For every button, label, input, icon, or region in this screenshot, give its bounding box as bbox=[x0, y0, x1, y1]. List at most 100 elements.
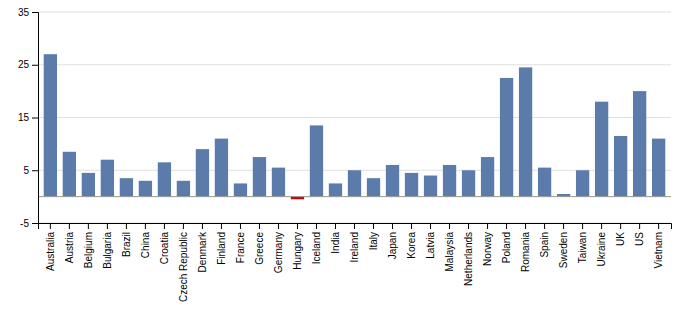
tick: Czech Republic bbox=[178, 223, 189, 302]
bar bbox=[196, 149, 209, 196]
bar bbox=[253, 157, 266, 197]
tick-mark bbox=[32, 170, 38, 171]
tick-mark bbox=[544, 223, 545, 229]
bar bbox=[443, 165, 456, 197]
tick: Malaysia bbox=[444, 223, 455, 271]
bar bbox=[652, 139, 665, 197]
tick: Ireland bbox=[349, 223, 360, 263]
tick-mark bbox=[32, 223, 38, 224]
bar bbox=[633, 91, 646, 197]
tick-mark bbox=[582, 223, 583, 229]
tick-mark bbox=[392, 223, 393, 229]
tick: Australia bbox=[45, 223, 56, 271]
bar bbox=[82, 173, 95, 197]
tick-label: 35 bbox=[18, 7, 30, 18]
bar bbox=[405, 173, 418, 197]
tick-label: India bbox=[330, 232, 341, 254]
tick-label: 25 bbox=[18, 59, 30, 70]
tick-mark bbox=[506, 223, 507, 229]
bar bbox=[519, 67, 532, 196]
tick-mark bbox=[88, 223, 89, 229]
bar bbox=[614, 136, 627, 197]
tick: Germany bbox=[273, 223, 284, 273]
tick-mark bbox=[525, 223, 526, 229]
tick-label: Iceland bbox=[311, 232, 322, 264]
tick-mark bbox=[563, 223, 564, 229]
tick: Greece bbox=[254, 223, 265, 265]
tick-mark bbox=[221, 223, 222, 229]
tick-mark bbox=[164, 223, 165, 229]
tick-mark bbox=[620, 223, 621, 229]
tick-label: 5 bbox=[23, 165, 29, 176]
axis-domain bbox=[39, 224, 672, 230]
tick-mark bbox=[601, 223, 602, 229]
tick-label: Greece bbox=[254, 232, 265, 265]
tick-label: Bulgaria bbox=[102, 232, 113, 269]
chart: -55152535AustraliaAustriaBelgiumBulgaria… bbox=[0, 0, 685, 313]
tick-label: Croatia bbox=[159, 232, 170, 265]
tick-mark bbox=[240, 223, 241, 229]
tick-label: Belgium bbox=[83, 232, 94, 268]
tick: Korea bbox=[406, 223, 417, 259]
tick-mark bbox=[32, 12, 38, 13]
tick-label: Romania bbox=[520, 232, 531, 272]
tick-label: Czech Republic bbox=[178, 232, 189, 302]
tick: Croatia bbox=[159, 223, 170, 264]
tick-label: Austria bbox=[64, 232, 75, 264]
grid bbox=[38, 12, 671, 223]
tick-mark bbox=[32, 118, 38, 119]
bar bbox=[367, 178, 380, 196]
axis-domain bbox=[32, 13, 39, 224]
grid-line bbox=[38, 117, 671, 118]
tick: Romania bbox=[520, 223, 531, 272]
tick: Hungary bbox=[292, 223, 303, 270]
tick: Norway bbox=[482, 223, 493, 266]
bar bbox=[120, 178, 133, 196]
bar bbox=[272, 168, 285, 197]
tick-label: UK bbox=[615, 232, 626, 246]
tick-label: Ireland bbox=[349, 232, 360, 263]
bar bbox=[576, 170, 589, 196]
tick-label: France bbox=[235, 232, 246, 264]
tick-label: Netherlands bbox=[463, 232, 474, 286]
bar bbox=[139, 181, 152, 197]
tick-mark bbox=[126, 223, 127, 229]
tick-mark bbox=[411, 223, 412, 229]
grid-line bbox=[38, 12, 671, 13]
tick-label: Finland bbox=[216, 232, 227, 265]
bar bbox=[234, 183, 247, 196]
tick-label: Ukraine bbox=[596, 232, 607, 267]
tick-mark bbox=[183, 223, 184, 229]
tick: Poland bbox=[501, 223, 512, 263]
tick-mark bbox=[658, 223, 659, 229]
tick-label: Sweden bbox=[558, 232, 569, 268]
tick: Denmark bbox=[197, 223, 208, 273]
tick-mark bbox=[32, 65, 38, 66]
tick-mark bbox=[259, 223, 260, 229]
bars bbox=[44, 54, 666, 199]
tick: Brazil bbox=[121, 223, 132, 257]
tick: Austria bbox=[64, 223, 75, 263]
tick-label: China bbox=[140, 232, 151, 259]
tick-label: Spain bbox=[539, 232, 550, 258]
bar bbox=[538, 168, 551, 197]
plot: -55152535AustraliaAustriaBelgiumBulgaria… bbox=[18, 7, 672, 302]
bar bbox=[481, 157, 494, 197]
bar bbox=[386, 165, 399, 197]
tick: Spain bbox=[539, 223, 550, 258]
x-axis: Australia Austria Belgium Bulgaria Brazil Chi… bbox=[39, 223, 672, 302]
tick-label: Germany bbox=[273, 232, 284, 273]
tick: India bbox=[330, 223, 341, 254]
tick-label: Latvia bbox=[425, 232, 436, 259]
bar bbox=[158, 162, 171, 196]
tick-mark bbox=[69, 223, 70, 229]
tick-mark bbox=[202, 223, 203, 229]
tick-label: Denmark bbox=[197, 231, 208, 273]
tick-mark bbox=[278, 223, 279, 229]
tick-mark bbox=[145, 223, 146, 229]
tick-mark bbox=[373, 223, 374, 229]
tick-label: -5 bbox=[20, 218, 29, 229]
tick-mark bbox=[107, 223, 108, 229]
bar bbox=[177, 181, 190, 197]
tick: Bulgaria bbox=[102, 223, 113, 269]
